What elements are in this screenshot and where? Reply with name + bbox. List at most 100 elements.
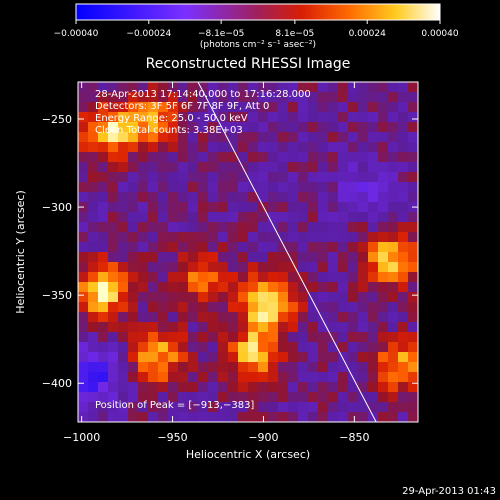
heatmap-cell	[178, 202, 189, 213]
heatmap-cell	[78, 352, 89, 363]
heatmap-cell	[178, 262, 189, 273]
heatmap-cell	[188, 392, 199, 403]
heatmap-cell	[278, 272, 289, 283]
heatmap-cell	[118, 292, 129, 303]
heatmap-cell	[378, 182, 389, 193]
heatmap-cell	[148, 412, 159, 422]
heatmap-cell	[408, 412, 418, 422]
heatmap-cell	[168, 82, 179, 93]
heatmap-cell	[88, 242, 99, 253]
heatmap-cell	[348, 312, 359, 323]
heatmap-cell	[208, 272, 219, 283]
heatmap-cell	[168, 402, 179, 413]
heatmap-cell	[118, 402, 129, 413]
heatmap-cell	[198, 352, 209, 363]
heatmap-cell	[128, 262, 139, 273]
heatmap-cell	[408, 382, 418, 393]
heatmap-cell	[198, 202, 209, 213]
heatmap-cell	[198, 232, 209, 243]
heatmap-cell	[158, 122, 169, 133]
heatmap-cell	[118, 122, 129, 133]
heatmap-cell	[408, 112, 418, 123]
heatmap-cell	[338, 392, 349, 403]
heatmap-cell	[358, 222, 369, 233]
heatmap-cell	[298, 202, 309, 213]
heatmap-cell	[288, 352, 299, 363]
heatmap-cell	[98, 392, 109, 403]
heatmap-cell	[388, 132, 399, 143]
heatmap-cell	[148, 402, 159, 413]
heatmap-cell	[388, 122, 399, 133]
heatmap-cell	[388, 82, 399, 93]
heatmap-cell	[388, 182, 399, 193]
heatmap-cell	[298, 232, 309, 243]
heatmap-cell	[278, 172, 289, 183]
heatmap-cell	[98, 372, 109, 383]
heatmap-cell	[88, 342, 99, 353]
heatmap-cell	[138, 122, 149, 133]
heatmap-cell	[98, 232, 109, 243]
heatmap-cell	[128, 92, 139, 103]
heatmap-cell	[118, 392, 129, 403]
heatmap-cell	[388, 302, 399, 313]
heatmap-cell	[388, 172, 399, 183]
heatmap-cell	[108, 292, 119, 303]
heatmap-cell	[258, 182, 269, 193]
heatmap-cell	[208, 102, 219, 113]
heatmap-cell	[278, 92, 289, 103]
heatmap-cell	[88, 302, 99, 313]
heatmap-cell	[318, 362, 329, 373]
heatmap-cell	[228, 222, 239, 233]
heatmap-cell	[198, 372, 209, 383]
heatmap-cell	[148, 132, 159, 143]
heatmap-cell	[278, 132, 289, 143]
heatmap-cell	[188, 362, 199, 373]
heatmap-cell	[348, 342, 359, 353]
heatmap-cell	[278, 212, 289, 223]
heatmap-cell	[108, 392, 119, 403]
heatmap-cell	[248, 132, 259, 143]
heatmap-cell	[228, 152, 239, 163]
heatmap-cell	[368, 102, 379, 113]
heatmap-cell	[318, 322, 329, 333]
heatmap-cell	[298, 402, 309, 413]
heatmap-cell	[138, 332, 149, 343]
heatmap-cell	[208, 242, 219, 253]
heatmap-cell	[358, 152, 369, 163]
heatmap-cell	[218, 272, 229, 283]
heatmap-cell	[358, 362, 369, 373]
heatmap-cell	[388, 212, 399, 223]
heatmap-cell	[218, 112, 229, 123]
heatmap-cell	[308, 262, 319, 273]
heatmap-cell	[388, 222, 399, 233]
heatmap-cell	[258, 362, 269, 373]
heatmap-cell	[328, 352, 339, 363]
heatmap-cell	[198, 402, 209, 413]
heatmap-cell	[348, 222, 359, 233]
heatmap-cell	[398, 342, 409, 353]
heatmap-cell	[208, 152, 219, 163]
heatmap-cell	[188, 122, 199, 133]
heatmap-cell	[348, 322, 359, 333]
heatmap-cell	[318, 152, 329, 163]
heatmap-cell	[298, 182, 309, 193]
heatmap-cell	[138, 92, 149, 103]
heatmap-cell	[188, 292, 199, 303]
heatmap-cell	[308, 362, 319, 373]
heatmap-cell	[278, 302, 289, 313]
heatmap-cell	[238, 92, 249, 103]
heatmap-cell	[178, 142, 189, 153]
heatmap-cell	[358, 402, 369, 413]
heatmap-cell	[378, 362, 389, 373]
heatmap-cell	[78, 82, 89, 93]
heatmap-cell	[288, 102, 299, 113]
heatmap-cell	[148, 342, 159, 353]
heatmap-cell	[398, 392, 409, 403]
heatmap-cell	[268, 302, 279, 313]
heatmap-cell	[398, 332, 409, 343]
heatmap-cell	[308, 192, 319, 203]
heatmap-cell	[98, 192, 109, 203]
heatmap-cell	[368, 342, 379, 353]
heatmap-cell	[328, 372, 339, 383]
heatmap-cell	[158, 342, 169, 353]
